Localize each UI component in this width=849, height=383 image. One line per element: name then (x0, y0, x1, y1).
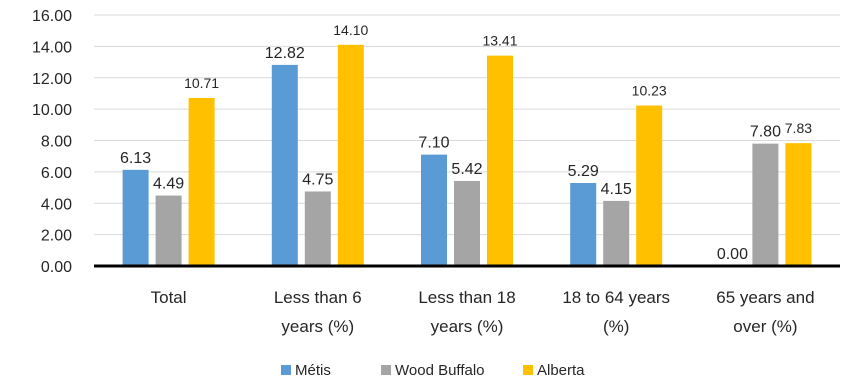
bar-1-1 (304, 191, 331, 266)
bar-1-3 (603, 200, 630, 266)
x-tick-label-2-0: Less than 18 (418, 288, 515, 307)
bar-2-4 (785, 143, 812, 266)
legend-swatch-1 (381, 365, 391, 375)
y-tick-label-3: 6.00 (41, 165, 72, 182)
data-label-2-4: 7.83 (785, 120, 812, 136)
bar-0-1 (271, 64, 298, 266)
data-label-2-2: 13.41 (482, 33, 517, 49)
bar-2-1 (337, 44, 364, 267)
bar-1-0 (155, 195, 182, 266)
x-tick-label-2-1: years (%) (431, 317, 504, 336)
legend-label-1: Wood Buffalo (395, 362, 485, 379)
data-label-0-1: 12.82 (265, 45, 305, 62)
legend-label-0: Métis (295, 362, 331, 379)
y-tick-label-1: 2.00 (41, 228, 72, 245)
bar-0-0 (122, 169, 149, 266)
data-label-0-2: 7.10 (418, 135, 449, 152)
y-tick-label-6: 12.00 (32, 71, 72, 88)
data-label-2-3: 10.23 (632, 83, 667, 99)
bar-0-3 (570, 183, 597, 266)
data-label-1-0: 4.49 (153, 176, 184, 193)
x-tick-label-3-1: (%) (603, 317, 629, 336)
data-label-1-1: 4.75 (302, 171, 333, 188)
x-tick-label-4-0: 65 years and (716, 288, 814, 307)
x-tick-label-1-1: years (%) (281, 317, 354, 336)
y-tick-label-5: 10.00 (32, 102, 72, 119)
bar-2-0 (188, 97, 215, 266)
data-label-2-0: 10.71 (184, 75, 219, 91)
bar-1-2 (454, 180, 480, 266)
y-tick-label-0: 0.00 (41, 259, 72, 276)
data-label-2-1: 14.10 (333, 22, 368, 38)
x-tick-label-3-0: 18 to 64 years (562, 288, 670, 307)
x-tick-label-4-1: over (%) (733, 317, 797, 336)
legend-label-2: Alberta (537, 362, 585, 379)
legend-swatch-2 (523, 365, 533, 375)
bar-1-4 (752, 143, 779, 266)
x-tick-label-1-0: Less than 6 (274, 288, 362, 307)
y-tick-label-8: 16.00 (32, 8, 72, 25)
data-label-0-0: 6.13 (120, 150, 151, 167)
bar-2-3 (636, 105, 663, 266)
bar-2-2 (487, 55, 513, 266)
y-tick-label-2: 4.00 (41, 196, 72, 213)
y-tick-label-7: 14.00 (32, 39, 72, 56)
data-label-1-4: 7.80 (750, 124, 781, 141)
legend-swatch-0 (281, 365, 291, 375)
y-tick-label-4: 8.00 (41, 134, 72, 151)
data-label-1-3: 4.15 (601, 181, 632, 198)
data-label-1-2: 5.42 (451, 161, 482, 178)
data-label-0-4: 0.00 (717, 246, 748, 263)
x-tick-label-0-0: Total (151, 288, 187, 307)
data-label-0-3: 5.29 (568, 163, 599, 180)
bar-0-2 (421, 154, 447, 266)
